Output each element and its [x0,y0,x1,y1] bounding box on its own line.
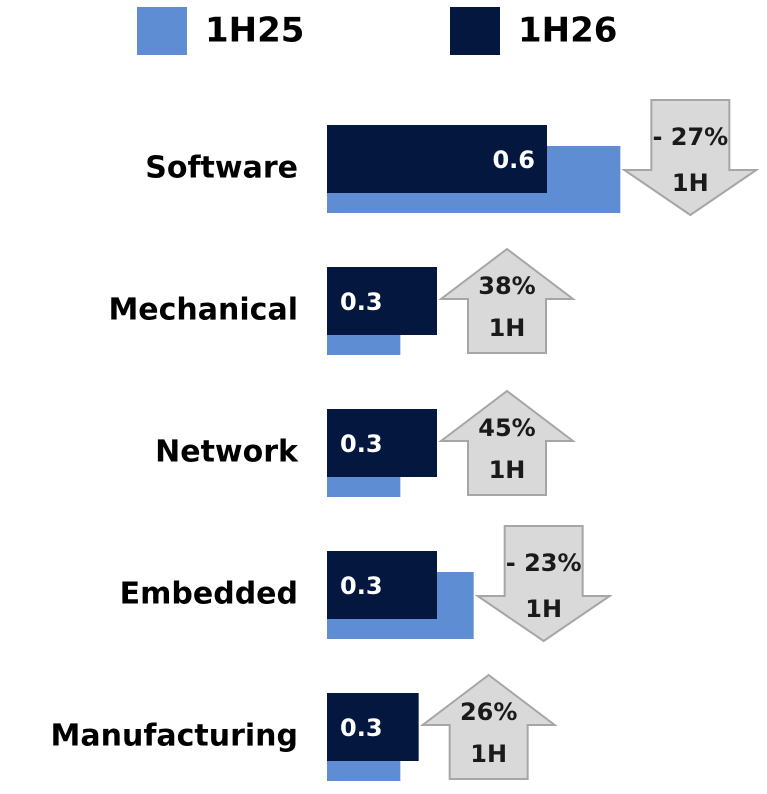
category-label: Software [145,151,298,186]
change-label: 38% [478,272,535,300]
bar [327,693,419,761]
bar-value-label: 0.3 [340,714,383,742]
category-label: Embedded [120,577,298,612]
category-label: Network [155,435,299,470]
change-arrow [438,389,576,496]
change-label: 45% [478,414,535,442]
change-arrow [438,247,576,354]
category-label: Mechanical [108,293,298,328]
change-label: - 23% [506,549,582,577]
change-period: 1H [672,169,709,197]
change-period: 1H [489,456,526,484]
bar [327,409,437,477]
change-arrow [419,673,558,780]
bar-value-label: 0.3 [340,288,383,316]
bar-value-label: 0.3 [340,430,383,458]
change-period: 1H [470,740,507,768]
change-label: - 27% [652,123,728,151]
bar [327,125,547,193]
change-period: 1H [489,314,526,342]
bar [327,551,437,619]
category-label: Manufacturing [51,719,299,754]
change-arrow [474,525,613,643]
legend-swatch [450,7,500,55]
change-label: 26% [460,698,517,726]
legend-swatch [137,7,187,55]
change-arrow [621,99,760,217]
legend-label: 1H26 [518,11,617,51]
bar [327,267,437,335]
legend-label: 1H25 [205,11,304,51]
bar-value-label: 0.3 [340,572,383,600]
change-period: 1H [525,595,562,623]
bar-value-label: 0.6 [492,146,535,174]
